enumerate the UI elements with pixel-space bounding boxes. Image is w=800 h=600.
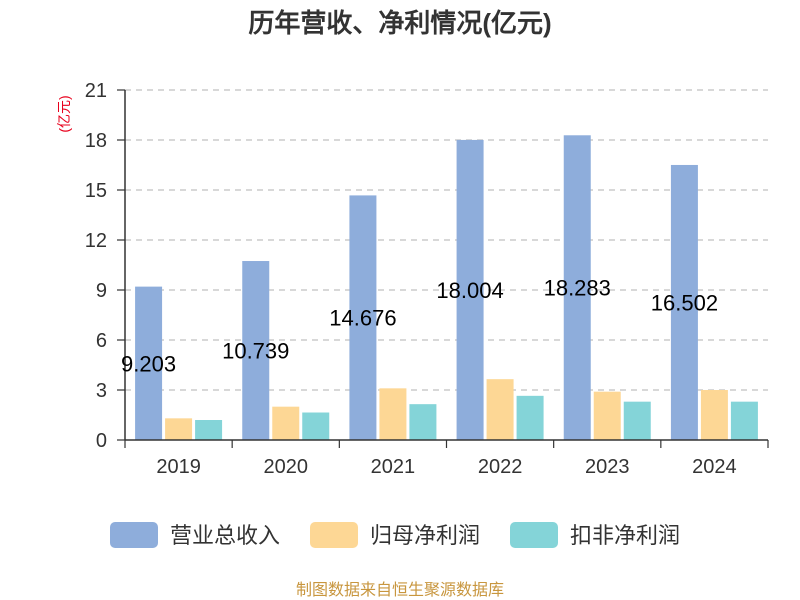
y-tick-label: 18 (85, 130, 107, 152)
bar-net-profit-2023 (593, 391, 621, 440)
legend-item-deducted-net-profit[interactable]: 扣非净利润 (510, 522, 680, 548)
y-tick-label: 15 (85, 180, 107, 202)
bar-revenue-2022 (456, 139, 484, 440)
chart-title: 历年营收、净利情况(亿元) (248, 8, 551, 38)
bar-revenue-2021 (349, 195, 377, 440)
axes: 0 3 6 9 12 15 18 21 2019 2020 2021 2022 2023 2024 (85, 80, 769, 478)
bar-revenue-2023 (563, 135, 591, 441)
data-label: 18.004 (436, 278, 503, 303)
bar-revenue-2019 (135, 286, 163, 440)
bar-deducted-net-profit-2022 (516, 395, 544, 440)
y-axis-label: (亿元) (56, 95, 72, 132)
footer-source: 制图数据来自恒生聚源数据库 (296, 581, 504, 599)
data-label: 16.502 (651, 290, 718, 315)
bar-net-profit-2022 (486, 379, 514, 440)
x-tick-label: 2024 (692, 456, 737, 478)
legend-item-net-profit[interactable]: 归母净利润 (310, 522, 480, 548)
bar-deducted-net-profit-2021 (409, 404, 437, 440)
legend-swatch-deducted-net-profit (510, 522, 558, 548)
bar-deducted-net-profit-2024 (730, 401, 758, 440)
y-tick-label: 12 (85, 230, 107, 252)
bar-deducted-net-profit-2019 (195, 420, 223, 440)
legend: 营业总收入 归母净利润 扣非净利润 (110, 522, 680, 548)
x-tick-label: 2023 (585, 456, 630, 478)
bar-net-profit-2020 (272, 406, 300, 440)
bars (135, 135, 758, 441)
x-tick-label: 2021 (371, 456, 416, 478)
legend-label-deducted-net-profit: 扣非净利润 (570, 523, 680, 548)
y-tick-label: 0 (96, 430, 107, 452)
y-tick-label: 21 (85, 80, 107, 102)
legend-item-revenue[interactable]: 营业总收入 (110, 522, 280, 548)
data-labels: 9.203 10.739 14.676 18.004 18.283 16.502 (121, 276, 718, 377)
x-tick-label: 2019 (156, 456, 201, 478)
bar-deducted-net-profit-2020 (302, 412, 330, 440)
y-tick-label: 6 (96, 330, 107, 352)
legend-label-net-profit: 归母净利润 (370, 523, 480, 548)
data-label: 10.739 (222, 339, 289, 364)
gridlines (125, 89, 768, 391)
legend-label-revenue: 营业总收入 (170, 523, 280, 548)
data-label: 9.203 (121, 351, 176, 376)
x-tick-label: 2020 (264, 456, 309, 478)
legend-swatch-revenue (110, 522, 158, 548)
x-tick-label: 2022 (478, 456, 523, 478)
bar-net-profit-2021 (379, 388, 407, 440)
bar-net-profit-2019 (165, 418, 193, 440)
bar-net-profit-2024 (700, 390, 728, 440)
bar-revenue-2020 (242, 261, 270, 440)
y-tick-label: 9 (96, 280, 107, 302)
data-label: 18.283 (544, 276, 611, 301)
data-label: 14.676 (329, 306, 396, 331)
bar-revenue-2024 (670, 164, 698, 440)
legend-swatch-net-profit (310, 522, 358, 548)
bar-deducted-net-profit-2023 (623, 401, 651, 440)
y-tick-label: 3 (96, 380, 107, 402)
